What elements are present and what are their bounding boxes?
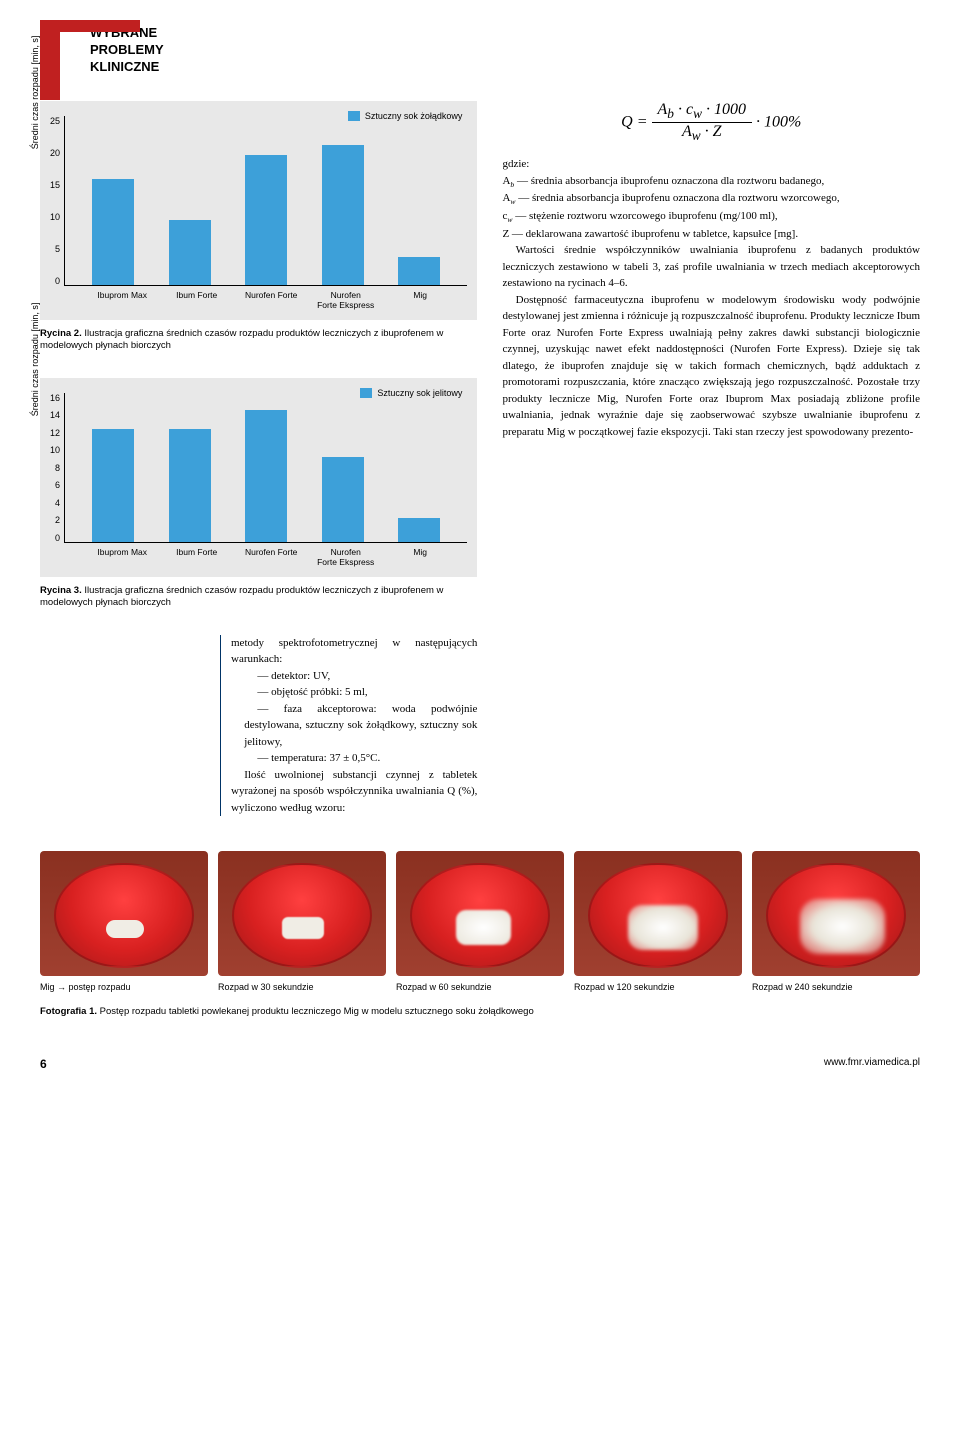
ytick: 8 — [55, 463, 60, 473]
photo-labels: Mig → postęp rozpadu Rozpad w 30 sekundzi… — [40, 982, 920, 992]
ytick: 2 — [55, 515, 60, 525]
formula: Q = Ab · cw · 1000 Aw · Z · 100% — [502, 101, 920, 144]
bar — [169, 429, 211, 542]
body-line: Ilość uwolnionej substancji czynnej z ta… — [231, 767, 477, 817]
ytick: 16 — [50, 393, 60, 403]
chart-3-plot — [64, 393, 467, 543]
header-line: KLINICZNE — [90, 59, 920, 76]
bar — [322, 145, 364, 284]
caption-label: Rycina 3. — [40, 585, 82, 596]
xtick: Ibuprom Max — [92, 547, 152, 567]
photo-caption: Fotografia 1. Postęp rozpadu tabletki po… — [40, 1006, 920, 1017]
chart-3: Sztuczny sok jelitowy Średni czas rozpad… — [40, 378, 477, 577]
chart-3-legend: Sztuczny sok jelitowy — [360, 388, 462, 398]
dish-photo — [40, 851, 208, 976]
body-line: Aw — średnia absorbancja ibuprofenu ozna… — [502, 190, 920, 208]
section-header: WYBRANE PROBLEMY KLINICZNE — [90, 25, 920, 76]
xtick: Ibum Forte — [167, 547, 227, 567]
chart-2-plot — [64, 116, 467, 286]
photo-label: Rozpad w 30 sekundzie — [218, 982, 386, 992]
corner-accent — [40, 20, 60, 100]
body-line: metody spektrofotometrycznej w następują… — [231, 635, 477, 668]
header-line: PROBLEMY — [90, 42, 920, 59]
bar — [245, 410, 287, 541]
photo-label: Rozpad w 60 sekundzie — [396, 982, 564, 992]
dish-photo — [396, 851, 564, 976]
ytick: 0 — [55, 533, 60, 543]
legend-label: Sztuczny sok jelitowy — [377, 388, 462, 398]
dish-photo — [574, 851, 742, 976]
ytick: 0 — [55, 276, 60, 286]
caption-label: Fotografia 1. — [40, 1006, 97, 1017]
right-body-text: gdzie: Ab — średnia absorbancja ibuprofe… — [502, 156, 920, 440]
left-body-text: metody spektrofotometrycznej w następują… — [220, 635, 477, 817]
bar — [169, 220, 211, 285]
header-line: WYBRANE — [90, 25, 920, 42]
ytick: 20 — [50, 148, 60, 158]
chart-2-legend: Sztuczny sok żołądkowy — [348, 111, 463, 121]
photo-label: Rozpad w 240 sekundzie — [752, 982, 920, 992]
legend-swatch — [348, 111, 360, 121]
xtick: Nurofen Forte — [241, 547, 301, 567]
chart-2-ylabel: Średni czas rozpadu [min, s] — [30, 35, 40, 149]
body-line: Ab — średnia absorbancja ibuprofenu ozna… — [502, 173, 920, 191]
ytick: 10 — [50, 212, 60, 222]
chart-2-yaxis: Średni czas rozpadu [min, s] 2520151050 — [50, 116, 64, 286]
body-line: Z — deklarowana zawartość ibuprofenu w t… — [502, 226, 920, 243]
body-line: — objętość próbki: 5 ml, — [231, 684, 477, 701]
footer-url: www.fmr.viamedica.pl — [824, 1057, 920, 1071]
body-line: — temperatura: 37 ± 0,5°C. — [231, 750, 477, 767]
xtick: NurofenForte Ekspress — [316, 547, 376, 567]
photo-label: Mig → postęp rozpadu — [40, 982, 208, 992]
xtick: NurofenForte Ekspress — [316, 290, 376, 310]
xtick: Mig — [390, 290, 450, 310]
body-line: gdzie: — [502, 156, 920, 173]
body-line: — faza akceptorowa: woda podwójnie desty… — [231, 701, 477, 751]
chart-2: Sztuczny sok żołądkowy Średni czas rozpa… — [40, 101, 477, 320]
dish-photo — [752, 851, 920, 976]
xtick: Mig — [390, 547, 450, 567]
dish-photo — [218, 851, 386, 976]
xtick: Ibuprom Max — [92, 290, 152, 310]
bar — [92, 429, 134, 542]
ytick: 15 — [50, 180, 60, 190]
bar — [245, 155, 287, 284]
bar — [322, 457, 364, 541]
body-paragraph: Dostępność farmaceutyczna ibuprofenu w m… — [502, 292, 920, 441]
bar — [92, 179, 134, 284]
body-paragraph: Wartości średnie współczynników uwalnian… — [502, 242, 920, 292]
legend-label: Sztuczny sok żołądkowy — [365, 111, 463, 121]
xtick: Nurofen Forte — [241, 290, 301, 310]
legend-swatch — [360, 388, 372, 398]
caption-label: Rycina 2. — [40, 328, 82, 339]
page-number: 6 — [40, 1057, 47, 1071]
chart-3-yaxis: Średni czas rozpadu [min, s] 16141210864… — [50, 393, 64, 543]
chart-2-xaxis: Ibuprom Max Ibum Forte Nurofen Forte Nurofe… — [75, 286, 467, 310]
body-line: cw — stężenie roztworu wzorcowego ibupro… — [502, 208, 920, 226]
ytick: 4 — [55, 498, 60, 508]
caption-text: Ilustracja graficzna średnich czasów roz… — [40, 328, 443, 351]
ytick: 12 — [50, 428, 60, 438]
photo-label: Rozpad w 120 sekundzie — [574, 982, 742, 992]
photo-row — [40, 851, 920, 976]
ytick: 5 — [55, 244, 60, 254]
caption-text: Ilustracja graficzna średnich czasów roz… — [40, 585, 443, 608]
caption-text: Postęp rozpadu tabletki powlekanej produ… — [100, 1006, 534, 1017]
ytick: 25 — [50, 116, 60, 126]
bar — [398, 257, 440, 284]
chart-3-xaxis: Ibuprom Max Ibum Forte Nurofen Forte Nurofe… — [75, 543, 467, 567]
ytick: 6 — [55, 480, 60, 490]
ytick: 10 — [50, 445, 60, 455]
footer: 6 www.fmr.viamedica.pl — [40, 1057, 920, 1071]
chart-3-ylabel: Średni czas rozpadu [min, s] — [30, 302, 40, 416]
bar — [398, 518, 440, 541]
ytick: 14 — [50, 410, 60, 420]
chart-3-caption: Rycina 3. Ilustracja graficzna średnich … — [40, 585, 477, 610]
chart-2-caption: Rycina 2. Ilustracja graficzna średnich … — [40, 328, 477, 353]
xtick: Ibum Forte — [167, 290, 227, 310]
body-line: — detektor: UV, — [231, 668, 477, 685]
